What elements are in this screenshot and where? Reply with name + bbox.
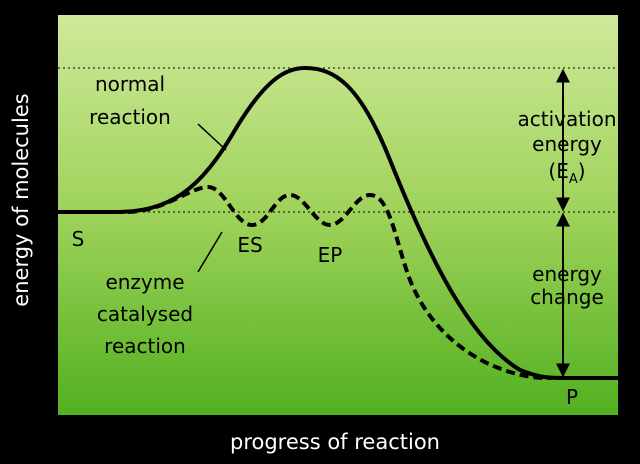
enzyme-label: catalysed <box>97 302 193 326</box>
energy-change-label: change <box>530 285 604 309</box>
normal-label: reaction <box>89 105 171 129</box>
enzyme-label: reaction <box>104 334 186 358</box>
point-label: P <box>566 385 578 409</box>
enzyme-label: enzyme <box>105 270 184 294</box>
activation-label: activation <box>517 107 616 131</box>
symbol-subscript: A <box>569 172 578 187</box>
normal-label: normal <box>95 72 165 96</box>
symbol-text: (E <box>548 159 568 183</box>
point-label: ES <box>237 233 262 257</box>
point-label: S <box>72 227 85 251</box>
activation-symbol: (EA) <box>548 159 585 187</box>
x-axis-label: progress of reaction <box>230 430 440 454</box>
plot-area <box>58 15 618 415</box>
enzyme-pointer <box>197 231 223 273</box>
symbol-text: ) <box>578 159 586 183</box>
normal-curve <box>58 65 618 380</box>
normal-pointer <box>197 123 227 151</box>
point-label: EP <box>318 243 343 267</box>
y-axis-label: energy of molecules <box>9 93 33 306</box>
enzyme-curve <box>58 184 553 380</box>
energy-change-label: energy <box>532 262 602 286</box>
activation-label: energy <box>532 132 602 156</box>
